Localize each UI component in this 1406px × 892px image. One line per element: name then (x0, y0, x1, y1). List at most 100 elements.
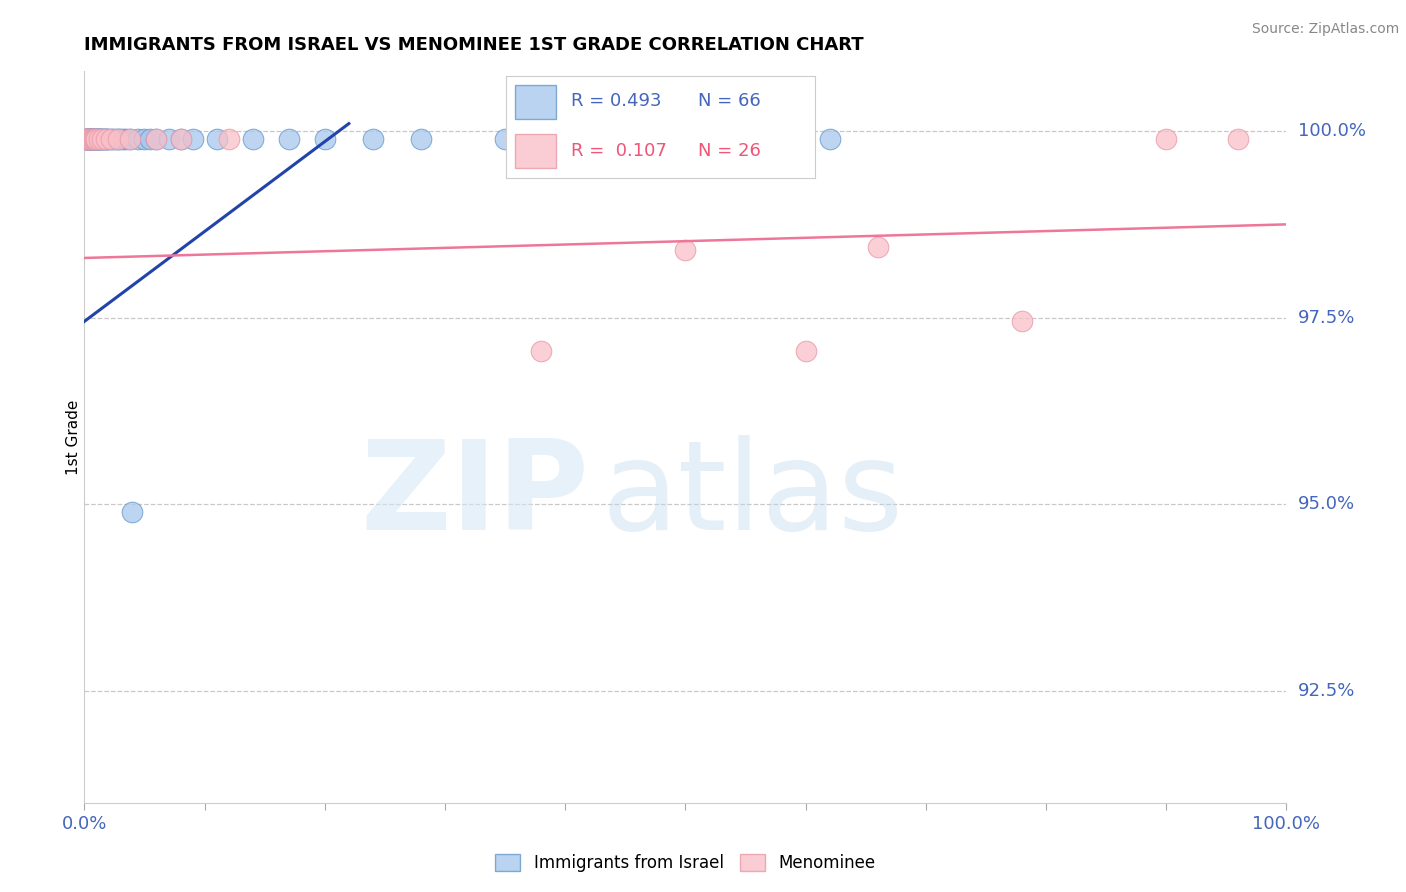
Point (87, 131, 110, 145)
Point (96, 131, 118, 145)
Point (218, 131, 240, 145)
Point (134, 131, 156, 145)
Text: R =  0.107: R = 0.107 (571, 142, 666, 160)
Point (86, 131, 108, 145)
Point (94, 131, 117, 145)
Point (87, 131, 110, 145)
Point (157, 131, 180, 145)
Point (77, 131, 100, 145)
Point (169, 131, 191, 145)
Point (79, 131, 101, 145)
Point (94, 131, 117, 145)
Point (91, 131, 114, 145)
Point (77, 131, 100, 145)
Point (100, 131, 122, 145)
Point (75, 131, 97, 145)
Point (77, 131, 100, 145)
Legend: Immigrants from Israel, Menominee: Immigrants from Israel, Menominee (488, 847, 883, 879)
Bar (516, 85, 555, 119)
Point (80, 131, 103, 145)
Point (83, 131, 105, 145)
Text: IMMIGRANTS FROM ISRAEL VS MENOMINEE 1ST GRADE CORRELATION CHART: IMMIGRANTS FROM ISRAEL VS MENOMINEE 1ST … (84, 36, 863, 54)
Point (100, 131, 122, 145)
Point (84, 131, 107, 145)
Point (205, 131, 228, 145)
Point (82, 131, 104, 145)
Point (314, 131, 336, 145)
Point (79, 131, 101, 145)
Point (79, 131, 101, 145)
Text: Source: ZipAtlas.com: Source: ZipAtlas.com (1251, 22, 1399, 37)
Point (97, 131, 120, 145)
Point (794, 344, 817, 359)
Point (650, 131, 672, 145)
Point (107, 131, 129, 145)
Point (145, 131, 167, 145)
Point (76, 131, 98, 145)
Point (866, 240, 889, 254)
Point (87, 131, 110, 145)
Bar (516, 135, 555, 168)
Point (79, 131, 101, 145)
Point (361, 131, 384, 145)
Point (91, 131, 114, 145)
Text: ZIP: ZIP (360, 435, 589, 556)
Point (1011, 314, 1033, 328)
Point (86, 131, 108, 145)
Point (83, 131, 105, 145)
Point (121, 505, 143, 519)
Point (77, 131, 100, 145)
Point (82, 131, 104, 145)
Point (76, 131, 98, 145)
Point (75, 131, 97, 145)
Point (86, 131, 108, 145)
Text: R = 0.493: R = 0.493 (571, 93, 662, 111)
Y-axis label: 1st Grade: 1st Grade (66, 400, 80, 475)
Point (94, 131, 117, 145)
Point (409, 131, 432, 145)
Point (77, 131, 100, 145)
Text: N = 66: N = 66 (697, 93, 761, 111)
Point (90, 131, 112, 145)
Text: N = 26: N = 26 (697, 142, 761, 160)
Point (86, 131, 108, 145)
Point (107, 131, 129, 145)
Point (77, 131, 100, 145)
Point (76, 131, 98, 145)
Point (494, 131, 516, 145)
Point (169, 131, 191, 145)
Point (79, 131, 101, 145)
Point (80, 131, 103, 145)
Point (118, 131, 141, 145)
Point (75, 131, 97, 145)
Point (82, 131, 104, 145)
Point (127, 131, 149, 145)
Point (77, 131, 100, 145)
Point (118, 131, 141, 145)
Point (91, 131, 114, 145)
Point (242, 131, 264, 145)
Point (675, 244, 697, 258)
Point (277, 131, 299, 145)
Point (1227, 131, 1250, 145)
Point (139, 131, 162, 145)
Point (1156, 131, 1178, 145)
Point (111, 131, 134, 145)
Point (93, 131, 115, 145)
Text: 100.0%: 100.0% (1298, 122, 1365, 140)
Point (145, 131, 167, 145)
Point (818, 131, 841, 145)
Point (84, 131, 107, 145)
Point (82, 131, 104, 145)
Point (181, 131, 204, 145)
Point (76, 131, 98, 145)
Text: 95.0%: 95.0% (1298, 495, 1355, 513)
Point (104, 131, 127, 145)
Point (110, 131, 132, 145)
Point (80, 131, 103, 145)
Point (115, 131, 138, 145)
Point (83, 131, 105, 145)
Point (86, 131, 108, 145)
Text: atlas: atlas (602, 435, 904, 556)
Text: 92.5%: 92.5% (1298, 681, 1355, 700)
